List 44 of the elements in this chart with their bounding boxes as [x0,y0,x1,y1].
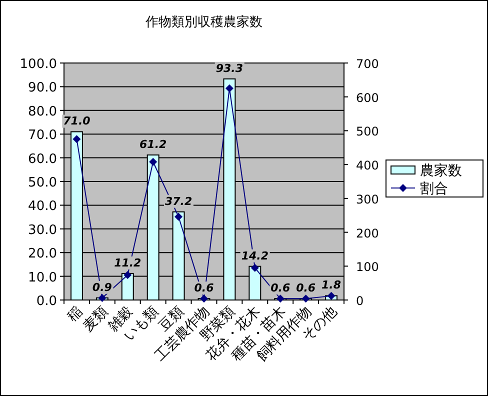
y-tick-label: 30.0 [28,222,57,238]
point [225,84,234,92]
data-label: 61.2 [140,138,168,151]
point [327,292,336,300]
y2-tick-label: 700 [356,57,379,71]
legend-label: 割合 [420,181,448,197]
data-label: 71.0 [63,114,91,128]
y2-tick-label: 0 [356,294,364,308]
data-label: 0.6 [296,282,316,295]
data-label: 0.6 [194,282,214,295]
chart-title: 作物類別収穫農家数 [144,14,262,30]
legend-label: 農家数 [420,163,462,179]
point [149,158,158,166]
point [302,294,310,303]
y-tick-label: 70.0 [28,128,57,144]
y-tick-label: 100.0 [20,57,57,72]
point [174,212,183,221]
y2-tick-label: 100 [356,260,379,274]
y-tick-label: 60.0 [28,152,57,167]
point [276,294,284,303]
y-tick-label: 0.0 [36,294,57,309]
y-tick-label: 40.0 [28,199,57,214]
y2-tick-label: 400 [356,158,379,173]
point [124,270,132,279]
point [72,135,81,144]
y2-tick-label: 200 [356,226,379,240]
data-label: 0.6 [270,282,290,295]
data-label: 0.9 [92,280,112,294]
y-tick-label: 50.0 [28,176,57,190]
y2-tick-label: 500 [356,124,379,139]
y2-tick-label: 600 [356,90,379,105]
point [250,264,259,272]
data-label: 93.3 [216,62,244,75]
point [200,294,208,303]
y-tick-label: 80.0 [28,104,57,120]
y-tick-label: 90.0 [28,80,57,96]
y-tick-label: 20.0 [28,246,57,262]
y-tick-label: 10.0 [28,270,57,286]
data-label: 37.2 [164,194,192,208]
data-label: 14.2 [241,249,269,262]
point [98,294,106,302]
data-label: 11.2 [114,256,142,270]
y2-tick-label: 300 [356,192,379,206]
data-label: 1.8 [322,278,342,292]
